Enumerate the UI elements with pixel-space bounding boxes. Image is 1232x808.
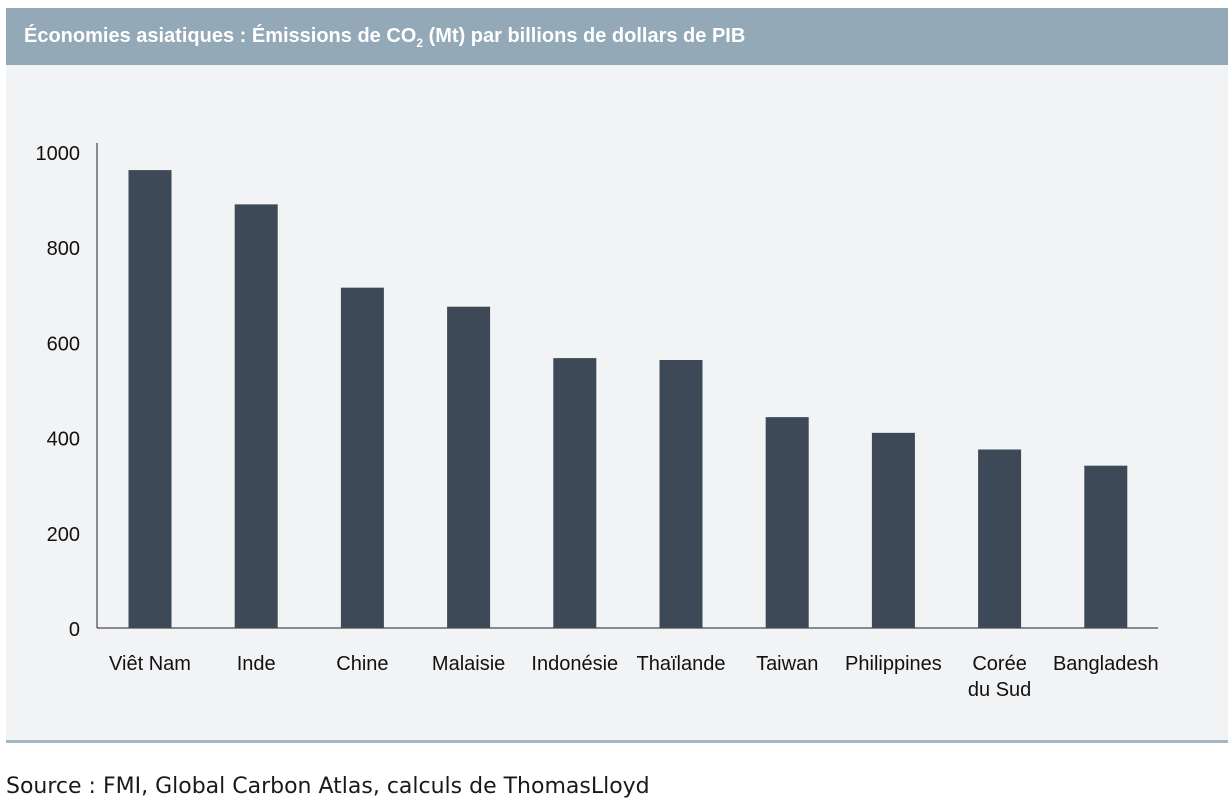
bar [871,432,915,628]
chart-header: Économies asiatiques : Émissions de CO2 … [6,8,1228,65]
bar [765,417,809,628]
y-tick-label: 200 [47,524,80,546]
source-note: Source : FMI, Global Carbon Atlas, calcu… [6,774,650,799]
x-tick-label: Viêt Nam [109,653,191,675]
bar [978,449,1022,628]
x-tick-label: Malaisie [432,653,505,675]
y-tick-label: 400 [47,429,80,451]
bar [447,306,491,628]
bottom-rule [6,740,1228,743]
y-tick-label: 1000 [36,143,81,165]
bar [128,170,172,628]
y-tick-label: 0 [69,619,80,641]
bar [659,360,703,628]
chart-title-rest: (Mt) par billions de dollars de PIB [423,25,746,47]
x-tick-label: Chine [336,653,388,675]
x-tick-label: Corée du Sud [968,653,1031,701]
chart-title: Économies asiatiques : Émissions de CO2 … [24,25,745,50]
x-tick-label: Philippines [845,653,942,675]
bar [553,358,597,628]
chart-title-subscript: 2 [416,36,424,50]
x-tick-label: Bangladesh [1053,653,1159,675]
x-tick-label: Taiwan [756,653,818,675]
chart-panel [6,8,1228,742]
bar [340,287,384,628]
bar [1084,465,1128,628]
y-tick-label: 600 [47,333,80,355]
y-tick-label: 800 [47,238,80,260]
x-tick-label: Inde [237,653,276,675]
chart-title-main: Économies asiatiques : Émissions de CO [24,25,417,47]
bar [234,204,278,629]
x-tick-label: Indonésie [531,653,618,675]
x-tick-label: Thaïlande [637,653,726,675]
